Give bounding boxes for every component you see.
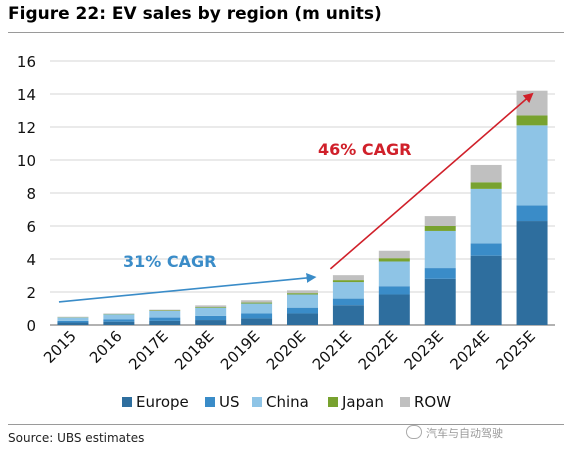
legend-label: China xyxy=(266,393,309,411)
bar-segment xyxy=(241,302,273,304)
x-tick-label: 2023E xyxy=(401,327,447,373)
legend-swatch xyxy=(122,397,132,407)
x-tick-label: 2018E xyxy=(171,327,217,373)
bar-segment xyxy=(149,317,181,321)
bar-segment xyxy=(149,320,181,325)
x-tick-label: 2020E xyxy=(263,327,309,373)
bar-segment xyxy=(424,278,456,325)
bar-segment xyxy=(195,307,227,316)
bar-segment xyxy=(378,261,410,287)
bar-segment xyxy=(241,300,273,303)
bar-segment xyxy=(378,286,410,295)
bar-segment xyxy=(470,255,502,325)
chart-title: Figure 22: EV sales by region (m units) xyxy=(8,4,382,24)
bar-segment xyxy=(241,313,273,319)
legend: Europe US China Japan ROW xyxy=(122,393,451,411)
bar-segment xyxy=(103,321,135,325)
legend-swatch xyxy=(328,397,338,407)
bar-segment xyxy=(470,243,502,256)
x-tick-label: 2021E xyxy=(309,327,355,373)
bar-segment xyxy=(378,250,410,259)
legend-label: Japan xyxy=(341,393,384,411)
x-tick-label: 2019E xyxy=(217,327,263,373)
y-tick-label: 2 xyxy=(26,284,36,302)
legend-label: US xyxy=(219,393,240,411)
bar-segment xyxy=(241,318,273,325)
bar-segment xyxy=(103,314,135,320)
y-tick-label: 8 xyxy=(26,185,36,203)
bar-segment xyxy=(378,258,410,262)
x-tick-label: 2015 xyxy=(40,327,80,367)
watermark: 汽车与自动驾驶 xyxy=(406,425,503,441)
bars xyxy=(57,90,548,325)
bar-segment xyxy=(195,307,227,308)
bar-segment xyxy=(332,298,364,306)
x-tick-label: 2016 xyxy=(86,327,126,367)
bar-segment xyxy=(195,320,227,325)
bar-segment xyxy=(424,230,456,269)
footer-divider xyxy=(8,424,564,425)
bar-segment xyxy=(378,294,410,325)
bar-segment xyxy=(57,322,89,325)
x-tick-label: 2017E xyxy=(125,327,171,373)
bar-segment xyxy=(149,310,181,318)
bar-segment xyxy=(424,216,456,226)
cagr-label: 31% CAGR xyxy=(123,252,216,271)
legend-swatch xyxy=(205,397,215,407)
bar-segment xyxy=(57,317,89,321)
bar-segment xyxy=(241,303,273,314)
y-tick-label: 14 xyxy=(17,86,36,104)
legend-swatch xyxy=(252,397,262,407)
legend-label: ROW xyxy=(414,393,451,411)
bar-segment xyxy=(516,205,548,222)
bar-segment xyxy=(332,275,364,281)
bar-segment xyxy=(470,188,502,244)
y-tick-label: 16 xyxy=(17,53,36,71)
y-tick-label: 12 xyxy=(17,119,36,137)
bar-segment xyxy=(287,293,318,295)
bar-segment xyxy=(195,305,227,308)
bar-segment xyxy=(516,125,548,206)
chat-bubble-icon xyxy=(406,425,422,439)
x-tick-label: 2022E xyxy=(355,327,401,373)
bar-segment xyxy=(287,307,318,314)
y-tick-label: 6 xyxy=(26,218,36,236)
bar-segment xyxy=(470,182,502,189)
y-tick-label: 10 xyxy=(17,152,36,170)
cagr-label: 46% CAGR xyxy=(318,140,411,159)
bar-segment xyxy=(195,315,227,321)
cagr-arrow xyxy=(58,272,317,303)
x-tick-label: 2024E xyxy=(447,327,493,373)
y-tick-label: 4 xyxy=(26,251,36,269)
bar-segment xyxy=(516,115,548,126)
bar-segment xyxy=(103,319,135,322)
legend-label: Europe xyxy=(136,393,189,411)
bar-segment xyxy=(424,226,456,231)
cagr-arrow xyxy=(329,92,534,270)
bar-segment xyxy=(287,313,318,325)
bar-segment xyxy=(57,320,89,323)
bar-segment xyxy=(332,280,364,283)
bar-segment xyxy=(516,221,548,325)
bar-segment xyxy=(424,268,456,279)
bar-segment xyxy=(287,294,318,308)
annotations: 31% CAGR 46% CAGR xyxy=(58,92,534,303)
bar-segment xyxy=(287,290,318,294)
legend-swatch xyxy=(400,397,410,407)
title-divider xyxy=(8,32,564,33)
bar-segment xyxy=(149,309,181,311)
x-axis-ticks: 2015 2016 2017E 2018E 2019E 2020E 2021E 2022E 20… xyxy=(40,327,539,373)
y-axis-ticks: 0 2 4 6 8 10 12 14 16 xyxy=(17,53,36,335)
source-note: Source: UBS estimates xyxy=(8,431,145,445)
bar-segment xyxy=(470,164,502,183)
x-tick-label: 2025E xyxy=(492,327,538,373)
watermark-text: 汽车与自动驾驶 xyxy=(426,427,503,440)
bar-segment xyxy=(332,305,364,325)
y-tick-label: 0 xyxy=(26,317,36,335)
bar-segment xyxy=(332,282,364,299)
